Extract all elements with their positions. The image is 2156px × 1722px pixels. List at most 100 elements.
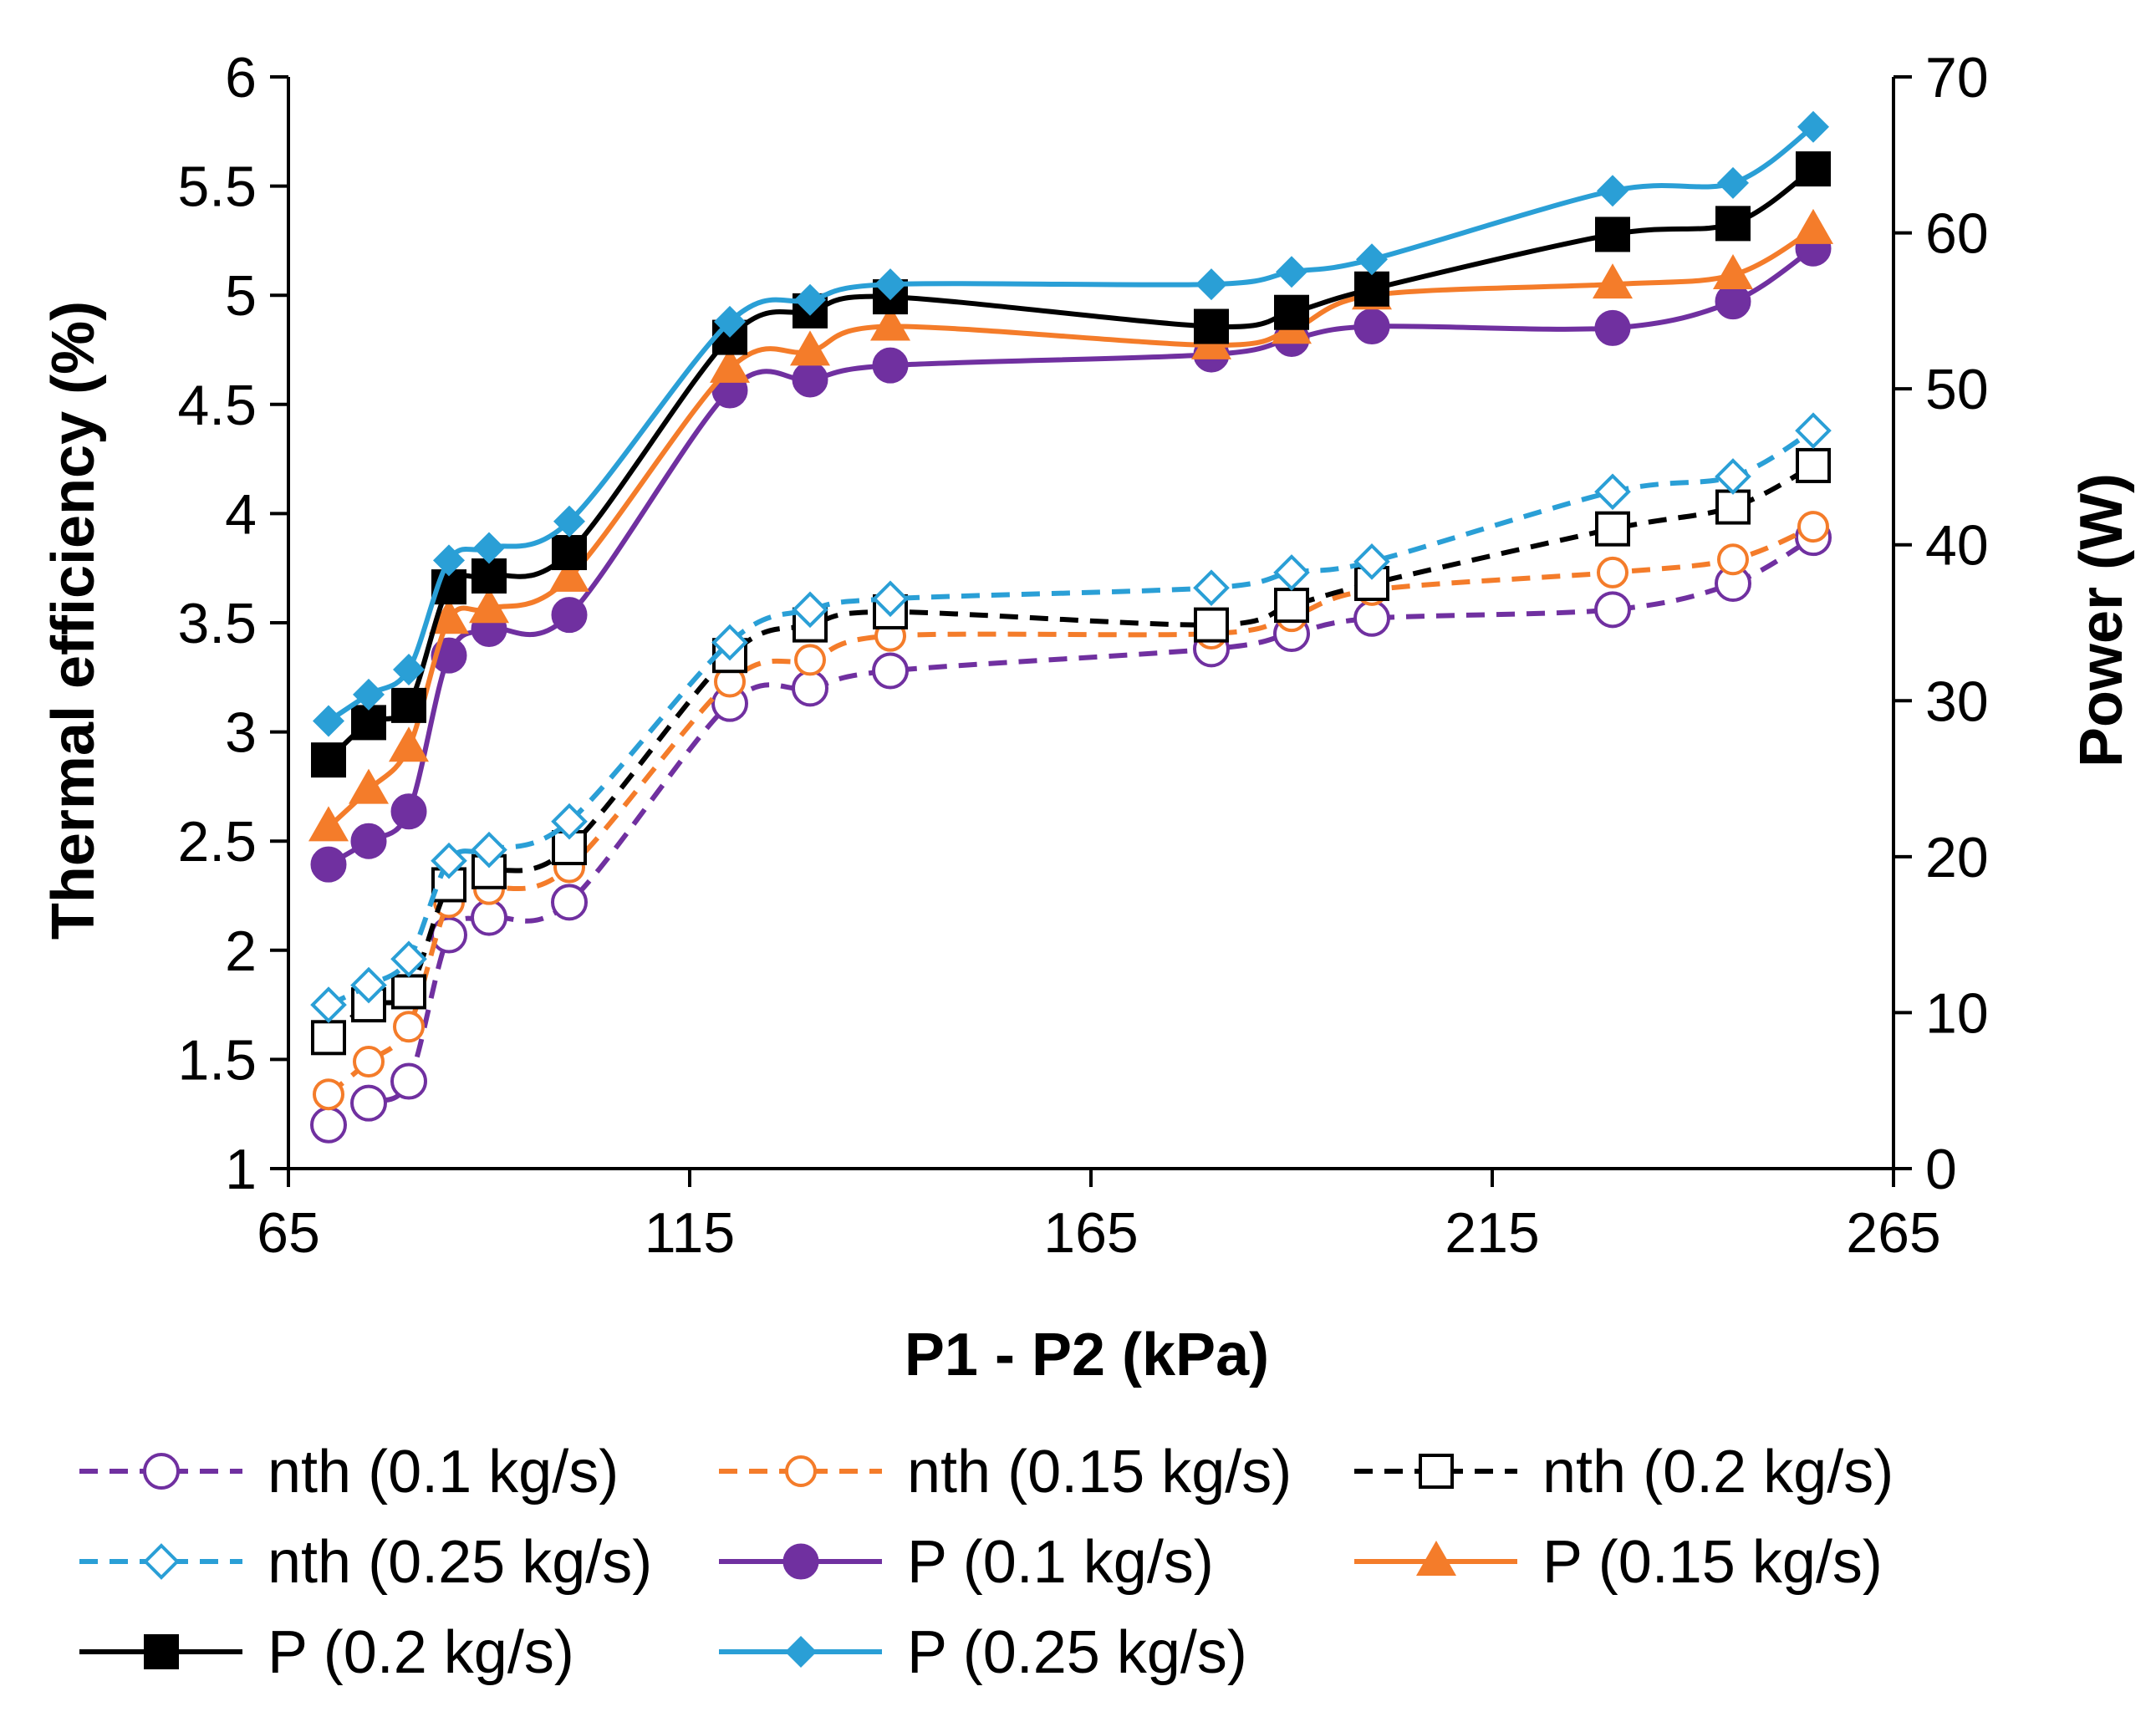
data-point	[551, 884, 588, 921]
series-nth-0-1-kg-s	[310, 519, 1832, 1144]
legend-swatch-marker	[143, 1453, 180, 1490]
legend-swatch-marker	[144, 1634, 179, 1669]
data-point	[1717, 166, 1749, 199]
y2-tick-label: 50	[1925, 358, 1989, 421]
data-point	[473, 532, 505, 564]
data-point	[710, 347, 750, 383]
data-point	[1276, 256, 1307, 288]
data-point	[1273, 554, 1310, 591]
data-point	[870, 305, 910, 341]
legend-item-nth-0-1-kg-s: nth (0.1 kg/s)	[79, 1439, 619, 1505]
data-point	[350, 1084, 387, 1122]
data-point	[551, 597, 588, 634]
y2-axis-ticks: 0 10 20 30 40 50 60 70	[1894, 46, 1989, 1201]
data-point	[1595, 511, 1630, 547]
data-point	[1595, 217, 1630, 252]
data-point	[310, 986, 347, 1023]
x-axis-ticks: 65 115 165 215 265	[257, 1169, 1941, 1265]
data-point	[551, 802, 588, 840]
data-point	[353, 678, 385, 711]
legend: nth (0.1 kg/s) nth (0.15 kg/s) nth (0.2 kg…	[79, 1439, 1894, 1686]
data-point	[553, 505, 585, 537]
series-line	[327, 463, 1815, 1040]
y-tick-label: 2.5	[177, 810, 257, 874]
legend-swatch-marker	[1419, 1454, 1454, 1489]
data-point	[872, 652, 909, 690]
y-tick-label: 4.5	[177, 374, 257, 437]
y-tick-label: 3	[225, 701, 257, 765]
legend-label: nth (0.15 kg/s)	[907, 1439, 1292, 1505]
data-point	[1793, 208, 1833, 244]
data-point	[1354, 565, 1389, 601]
series-line	[327, 524, 1815, 1097]
y2-axis-title: Power (W)	[2068, 473, 2135, 767]
data-point	[1353, 543, 1390, 580]
data-point	[1797, 511, 1829, 543]
data-point	[714, 305, 746, 338]
legend-swatch-marker	[782, 1543, 819, 1580]
y2-tick-label: 40	[1925, 514, 1989, 578]
data-point	[1594, 473, 1631, 511]
data-point	[1274, 588, 1309, 624]
y2-tick-label: 20	[1925, 826, 1989, 889]
y-tick-label: 5	[225, 264, 257, 328]
data-point	[874, 268, 906, 301]
data-point	[390, 793, 427, 830]
data-point	[429, 599, 469, 634]
data-point	[794, 283, 826, 316]
data-point	[310, 1106, 347, 1144]
data-point	[393, 1011, 425, 1043]
data-point	[390, 1062, 427, 1100]
legend-item-p-0-25-kg-s: P (0.25 kg/s)	[719, 1619, 1247, 1686]
data-point	[1597, 556, 1628, 588]
series-line	[327, 535, 1815, 1128]
data-point	[1194, 308, 1229, 344]
data-point	[1594, 591, 1631, 629]
data-point	[431, 842, 467, 879]
x-axis-title: P1 - P2 (kPa)	[905, 1322, 1269, 1388]
data-point	[1796, 447, 1831, 483]
series-p-0-2-kg-s	[311, 151, 1831, 778]
y2-tick-label: 10	[1925, 981, 1989, 1045]
data-point	[792, 670, 828, 707]
data-point	[1195, 268, 1227, 301]
data-point	[311, 1020, 346, 1056]
x-tick-label: 65	[257, 1201, 320, 1265]
series-p-0-1-kg-s	[310, 230, 1832, 883]
data-point	[1194, 607, 1229, 643]
data-point	[1593, 263, 1633, 299]
data-point	[1715, 283, 1751, 320]
data-point	[353, 1046, 385, 1078]
data-point	[313, 705, 344, 737]
data-point	[389, 726, 429, 762]
series-line	[326, 166, 1815, 762]
data-point	[1795, 412, 1832, 449]
data-point	[1356, 243, 1388, 276]
y2-tick-label: 70	[1925, 46, 1989, 110]
data-point	[792, 361, 828, 398]
y-tick-label: 1	[225, 1138, 257, 1201]
data-point	[1715, 206, 1751, 242]
data-point	[1193, 569, 1230, 607]
data-point	[872, 580, 909, 618]
series-layer	[308, 110, 1833, 1144]
data-point	[872, 347, 909, 384]
data-point	[311, 742, 346, 778]
y-axis-ticks: 1 1.5 2 2.5 3 3.5 4 4.5 5 5.5 6	[177, 46, 288, 1201]
legend-swatch-marker	[143, 1543, 180, 1580]
data-point	[1797, 110, 1829, 143]
data-point	[794, 644, 826, 676]
legend-label: nth (0.1 kg/s)	[268, 1439, 619, 1505]
legend-label: nth (0.2 kg/s)	[1542, 1439, 1894, 1505]
legend-label: P (0.1 kg/s)	[907, 1529, 1214, 1596]
y-tick-label: 5.5	[177, 155, 257, 219]
data-point	[1353, 599, 1390, 637]
data-point	[313, 1078, 344, 1111]
legend-item-nth-0-15-kg-s: nth (0.15 kg/s)	[719, 1439, 1292, 1505]
y2-tick-label: 30	[1925, 670, 1989, 733]
legend-item-p-0-15-kg-s: P (0.15 kg/s)	[1354, 1529, 1883, 1596]
data-point	[1715, 489, 1751, 525]
data-point	[549, 556, 589, 592]
series-p-0-25-kg-s	[313, 110, 1829, 737]
